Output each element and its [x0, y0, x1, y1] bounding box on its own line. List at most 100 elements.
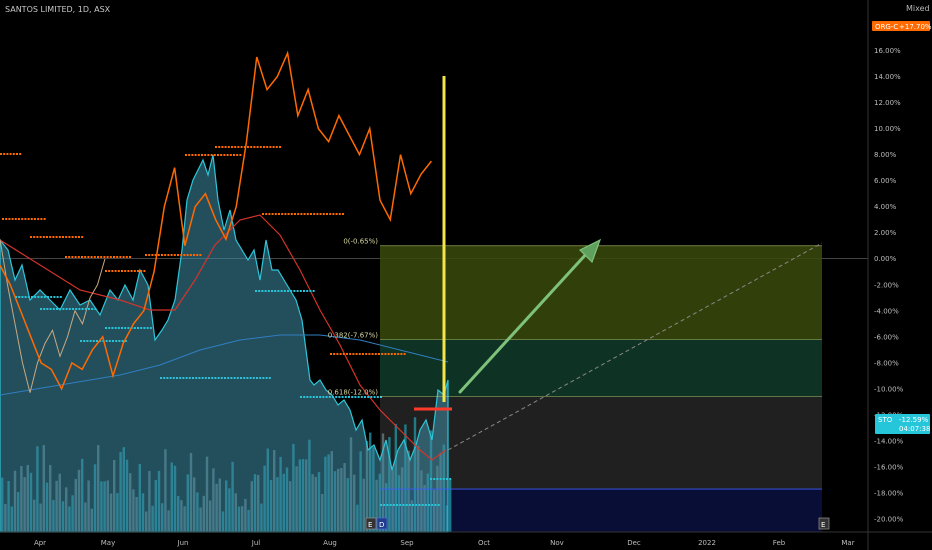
dot-line-2: [78, 236, 80, 238]
dot-line-8: [319, 213, 322, 215]
dot-line-7: [226, 154, 229, 156]
dot-line-14: [240, 377, 242, 379]
dot-line-16: [344, 396, 347, 398]
dot-line-14: [217, 377, 220, 379]
dot-line-5: [117, 270, 120, 272]
dot-line-9: [339, 353, 342, 355]
y-tick-19: -20.00%: [874, 515, 904, 523]
x-tick-2: Jun: [177, 539, 189, 547]
earnings-marker-b[interactable]: E: [818, 517, 830, 530]
dot-line-17: [436, 478, 439, 480]
dot-line-13: [118, 340, 121, 342]
dot-line-14: [220, 377, 223, 379]
dot-line-0: [12, 153, 15, 155]
dot-line-7: [223, 154, 226, 156]
dot-line-13: [96, 340, 98, 342]
dot-line-11: [59, 308, 62, 310]
dot-line-8: [326, 213, 328, 215]
main-badge-countdown: 04:07:38: [899, 425, 930, 433]
target-arrow[interactable]: [458, 238, 602, 394]
dot-line-11: [94, 308, 97, 310]
dot-line-2: [46, 236, 48, 238]
dot-line-9: [358, 353, 361, 355]
zone-2: [380, 396, 822, 490]
dot-line-3: [65, 256, 67, 258]
dot-line-14: [262, 377, 265, 379]
dot-line-16: [341, 396, 344, 398]
dot-line-17: [446, 478, 448, 480]
dot-line-13: [92, 340, 95, 342]
fib-label-2: 0.618(-12.0%): [328, 389, 379, 397]
fib-zones: [380, 245, 822, 532]
zone-1: [380, 339, 822, 397]
dot-line-12: [105, 327, 107, 329]
dot-line-4: [186, 254, 189, 256]
y-tick-2: 14.00%: [874, 73, 901, 81]
dot-line-3: [71, 256, 74, 258]
dot-line-3: [97, 256, 99, 258]
dot-line-4: [180, 254, 183, 256]
dot-line-10: [43, 296, 46, 298]
dot-line-2: [30, 236, 32, 238]
dot-line-1: [14, 218, 17, 220]
dot-line-6: [237, 146, 240, 148]
dot-line-4: [173, 254, 176, 256]
dividend-marker[interactable]: D: [376, 517, 388, 530]
dot-line-5: [127, 270, 130, 272]
y-tick-3: 12.00%: [874, 99, 901, 107]
y-tick-10: -2.00%: [874, 281, 899, 289]
dot-line-12: [143, 327, 146, 329]
dot-line-11: [75, 308, 78, 310]
price-axis[interactable]: 18.00%16.00%14.00%12.00%10.00%8.00%6.00%…: [867, 0, 904, 550]
dot-line-18: [434, 504, 437, 506]
time-axis[interactable]: Apr May Jun Jul Aug Sep Oct Nov Dec 2022 Feb Mar: [0, 531, 932, 547]
dot-line-16: [309, 396, 312, 398]
dot-line-3: [74, 256, 77, 258]
dot-line-10: [21, 296, 24, 298]
dot-line-13: [89, 340, 92, 342]
dot-line-14: [179, 377, 182, 379]
y-tick-9: 0.00%: [874, 255, 897, 263]
fib-label-0: 0(-0.65%): [343, 238, 378, 246]
dot-line-10: [31, 296, 33, 298]
dot-line-14: [172, 377, 175, 379]
dot-line-6: [250, 146, 253, 148]
x-tick-3: Jul: [251, 539, 261, 547]
dot-line-14: [214, 377, 217, 379]
y-tick-6: 6.00%: [874, 177, 897, 185]
dot-line-11: [52, 308, 55, 310]
dot-line-8: [274, 213, 277, 215]
dot-line-0: [0, 153, 2, 155]
main-badge-value: -12.59%: [899, 416, 929, 424]
dot-line-15: [255, 290, 257, 292]
dot-line-14: [163, 377, 166, 379]
dot-line-15: [283, 290, 286, 292]
dot-line-11: [88, 308, 90, 310]
dot-line-6: [231, 146, 233, 148]
dot-line-18: [421, 504, 424, 506]
dot-line-9: [368, 353, 371, 355]
projection-dashed-line[interactable]: [447, 242, 823, 451]
compare-badge-value: +17.70%: [899, 23, 932, 31]
dot-line-9: [400, 353, 403, 355]
dot-line-6: [243, 146, 246, 148]
dot-line-5: [140, 270, 143, 272]
dot-line-8: [271, 213, 274, 215]
dot-line-5: [114, 270, 117, 272]
dot-line-5: [121, 270, 123, 272]
dot-line-18: [386, 504, 389, 506]
x-tick-1: May: [101, 539, 115, 547]
dot-line-6: [227, 146, 230, 148]
dot-line-16: [364, 396, 366, 398]
scale-mode-label[interactable]: Mixed: [906, 4, 930, 13]
dot-line-11: [43, 308, 46, 310]
dot-line-5: [133, 270, 136, 272]
dot-line-8: [338, 213, 341, 215]
dot-line-14: [160, 377, 162, 379]
dot-line-7: [191, 154, 194, 156]
dot-line-15: [261, 290, 264, 292]
dot-line-8: [268, 213, 271, 215]
earnings-marker-a[interactable]: E: [365, 517, 377, 530]
volume-bar: [449, 479, 452, 532]
